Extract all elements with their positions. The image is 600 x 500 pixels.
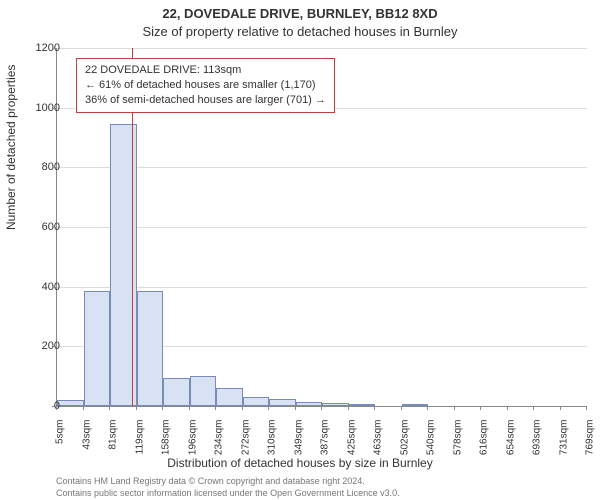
x-tick [454, 406, 455, 410]
x-tick [533, 406, 534, 410]
x-tick [295, 406, 296, 410]
y-tick [52, 346, 56, 347]
y-tick [52, 167, 56, 168]
x-tick [268, 406, 269, 410]
footer-line1: Contains HM Land Registry data © Crown c… [56, 476, 365, 486]
annotation-line2: ← 61% of detached houses are smaller (1,… [85, 78, 326, 93]
x-tick-label: 234sqm [214, 420, 225, 470]
x-tick-label: 272sqm [240, 420, 251, 470]
x-tick [507, 406, 508, 410]
histogram-bar [296, 402, 323, 406]
x-tick-label: 196sqm [187, 420, 198, 470]
x-tick [83, 406, 84, 410]
x-tick-label: 425sqm [346, 420, 357, 470]
x-tick [109, 406, 110, 410]
y-tick [52, 108, 56, 109]
x-tick [321, 406, 322, 410]
x-tick [427, 406, 428, 410]
histogram-bar [243, 397, 270, 406]
annotation-box: 22 DOVEDALE DRIVE: 113sqm ← 61% of detac… [76, 58, 335, 113]
histogram-bar [216, 388, 243, 406]
x-tick-label: 463sqm [373, 420, 384, 470]
chart-container: 22, DOVEDALE DRIVE, BURNLEY, BB12 8XD Si… [0, 0, 600, 500]
annotation-line3: 36% of semi-detached houses are larger (… [85, 93, 326, 108]
histogram-bar [163, 378, 190, 406]
gridline [57, 167, 587, 168]
x-tick-label: 616sqm [479, 420, 490, 470]
chart-title-line2: Size of property relative to detached ho… [0, 24, 600, 39]
x-tick [242, 406, 243, 410]
x-tick-label: 731sqm [558, 420, 569, 470]
y-axis-label: Number of detached properties [4, 65, 18, 230]
chart-title-line1: 22, DOVEDALE DRIVE, BURNLEY, BB12 8XD [0, 6, 600, 21]
histogram-bar [269, 399, 296, 406]
x-tick [136, 406, 137, 410]
gridline [57, 227, 587, 228]
x-tick-label: 769sqm [585, 420, 596, 470]
x-tick [586, 406, 587, 410]
annotation-line1: 22 DOVEDALE DRIVE: 113sqm [85, 63, 326, 78]
x-tick [162, 406, 163, 410]
x-tick-label: 387sqm [320, 420, 331, 470]
histogram-bar [84, 291, 111, 406]
x-tick [56, 406, 57, 410]
y-tick [52, 287, 56, 288]
histogram-bar [190, 376, 217, 406]
x-tick [401, 406, 402, 410]
histogram-bar [57, 400, 84, 406]
footer-line2: Contains public sector information licen… [56, 488, 400, 498]
x-tick-label: 502sqm [399, 420, 410, 470]
histogram-bar [349, 404, 376, 406]
x-tick-label: 5sqm [55, 420, 66, 470]
x-tick [560, 406, 561, 410]
x-tick [215, 406, 216, 410]
x-tick-label: 349sqm [293, 420, 304, 470]
y-tick [52, 48, 56, 49]
x-tick-label: 119sqm [134, 420, 145, 470]
x-tick-label: 81sqm [108, 420, 119, 470]
x-tick [348, 406, 349, 410]
x-tick-label: 654sqm [505, 420, 516, 470]
x-tick-label: 158sqm [161, 420, 172, 470]
gridline [57, 287, 587, 288]
x-tick [480, 406, 481, 410]
histogram-bar [402, 404, 429, 406]
x-tick-label: 540sqm [426, 420, 437, 470]
x-tick [374, 406, 375, 410]
x-tick-label: 310sqm [267, 420, 278, 470]
histogram-bar [137, 291, 164, 406]
x-tick-label: 578sqm [452, 420, 463, 470]
x-tick-label: 693sqm [532, 420, 543, 470]
histogram-bar [322, 403, 349, 406]
y-tick [52, 227, 56, 228]
x-tick-label: 43sqm [81, 420, 92, 470]
x-tick [189, 406, 190, 410]
gridline [57, 48, 587, 49]
